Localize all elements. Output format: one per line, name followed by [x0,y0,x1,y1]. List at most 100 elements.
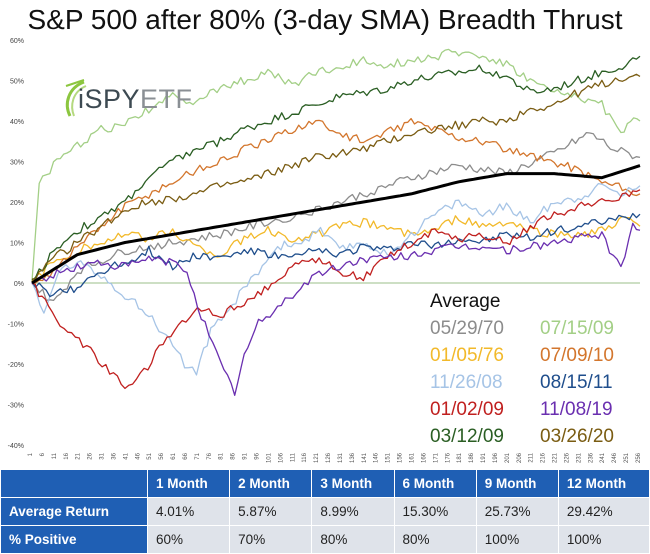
x-tick-label: 56 [159,452,165,459]
x-tick-label: 11 [52,452,58,459]
table-cell: 29.42% [557,497,650,526]
series-line [31,164,641,285]
x-tick-label: 166 [421,452,427,463]
x-tick-label: 186 [469,452,475,463]
logo-wordmark: iSPYETF [78,84,193,115]
y-tick-label: 10% [10,241,24,248]
table-cell: 100% [557,525,650,554]
x-tick-label: 126 [326,452,332,463]
x-tick-label: 206 [517,452,523,463]
x-tick-label: 61 [171,452,177,459]
x-tick-label: 191 [481,452,487,463]
table-header-row: 1 Month 2 Month 3 Month 6 Month 9 Month 12 Mo… [0,469,650,498]
series-line [31,117,641,284]
x-tick-label: 176 [445,452,451,463]
x-tick-label: 31 [100,452,106,459]
y-tick-label: 60% [10,38,24,45]
series-line [31,189,641,390]
x-tick-label: 26 [88,452,94,459]
table-header-cell: 1 Month [146,469,231,498]
x-tick-label: 241 [600,452,606,463]
x-tick-label: 256 [636,452,642,463]
x-tick-label: 236 [588,452,594,463]
table-row: % Positive 60% 70% 80% 80% 100% 100% [0,525,650,554]
x-tick-label: 21 [76,452,82,459]
x-tick-label: 111 [290,452,296,462]
legend-entry: 11/26/08 [430,372,503,393]
y-tick-label: -10% [8,322,24,329]
x-tick-labels: 1 6 11 16 21 26 31 36 41 46 51 56 61 66 71 76 81 86 91 96 10… [28,452,642,463]
x-tick-label: 171 [433,452,439,463]
x-tick-label: 221 [553,452,559,463]
series-line [31,131,641,302]
legend-entry: 11/08/19 [540,399,613,420]
series-line [31,55,641,281]
x-tick-label: 106 [278,452,284,463]
x-tick-label: 116 [302,452,308,462]
legend-entry: 05/29/70 [430,318,504,339]
table-cell: 80% [393,525,477,554]
legend-entry: 03/26/20 [540,426,614,447]
x-tick-label: 46 [135,452,141,459]
x-tick-label: 91 [243,452,249,459]
y-tick-label: -30% [8,403,24,410]
x-tick-label: 81 [219,452,225,459]
legend-entry: 08/15/11 [540,372,613,393]
table-cell: 5.87% [229,497,313,526]
x-tick-label: 161 [409,452,415,463]
x-tick-label: 216 [541,452,547,463]
table-cell: 15.30% [393,497,477,526]
y-tick-label: -20% [8,362,24,369]
table-header-cell: 3 Month [311,469,395,498]
x-tick-label: 1 [28,452,34,456]
legend-entry: 07/15/09 [540,318,614,339]
x-tick-label: 121 [314,452,320,463]
y-tick-label: 40% [10,119,24,126]
table-cell: 4.01% [146,497,231,526]
x-tick-label: 151 [386,452,392,463]
table-header-cell: 9 Month [475,469,559,498]
x-tick-label: 211 [529,452,535,462]
x-tick-label: 101 [266,452,272,463]
returns-table: 1 Month 2 Month 3 Month 6 Month 9 Month 12 Mo… [0,469,650,554]
table-row-header: Average Return [0,497,148,526]
x-tick-label: 66 [183,452,189,459]
table-cell: 70% [229,525,313,554]
x-tick-label: 96 [255,452,261,459]
logo-suffix: ETF [140,84,193,114]
y-tick-labels: -40% -30% -20% -10% 0% 10% 20% 30% 40% 50% 60% [8,38,24,450]
y-tick-label: 30% [10,160,24,167]
x-tick-label: 16 [64,452,70,459]
table-cell: 100% [475,525,559,554]
table-cell: 25.73% [475,497,559,526]
table-header-cell: 12 Month [557,469,650,498]
table-row-header: % Positive [0,525,148,554]
y-tick-label: -40% [8,443,24,450]
legend-entry: 01/05/76 [430,345,504,366]
table-header-cell: 6 Month [393,469,477,498]
x-tick-label: 86 [231,452,237,459]
series-lines [31,48,641,396]
table-body: Average Return 4.01% 5.87% 8.99% 15.30% 25.73… [0,497,650,554]
x-tick-label: 41 [123,452,129,459]
y-tick-label: 20% [10,200,24,207]
x-tick-label: 146 [374,452,380,463]
x-tick-label: 246 [612,452,618,463]
chart-title: S&P 500 after 80% (3-day SMA) Breadth Th… [27,4,623,35]
x-tick-label: 201 [505,452,511,463]
x-tick-label: 51 [147,452,153,459]
spyglass-swoosh-icon [65,79,87,117]
table-header-cell [0,469,148,498]
x-tick-label: 76 [207,452,213,459]
table-row: Average Return 4.01% 5.87% 8.99% 15.30% 25.73… [0,497,650,526]
x-tick-label: 196 [493,452,499,463]
series-line [31,48,641,282]
table-cell: 8.99% [311,497,395,526]
x-tick-label: 136 [350,452,356,463]
y-tick-label: 0% [14,281,24,288]
series-line [31,73,641,280]
legend-entry: 03/12/09 [430,426,504,447]
series-line [31,222,641,396]
x-tick-label: 181 [457,452,463,463]
